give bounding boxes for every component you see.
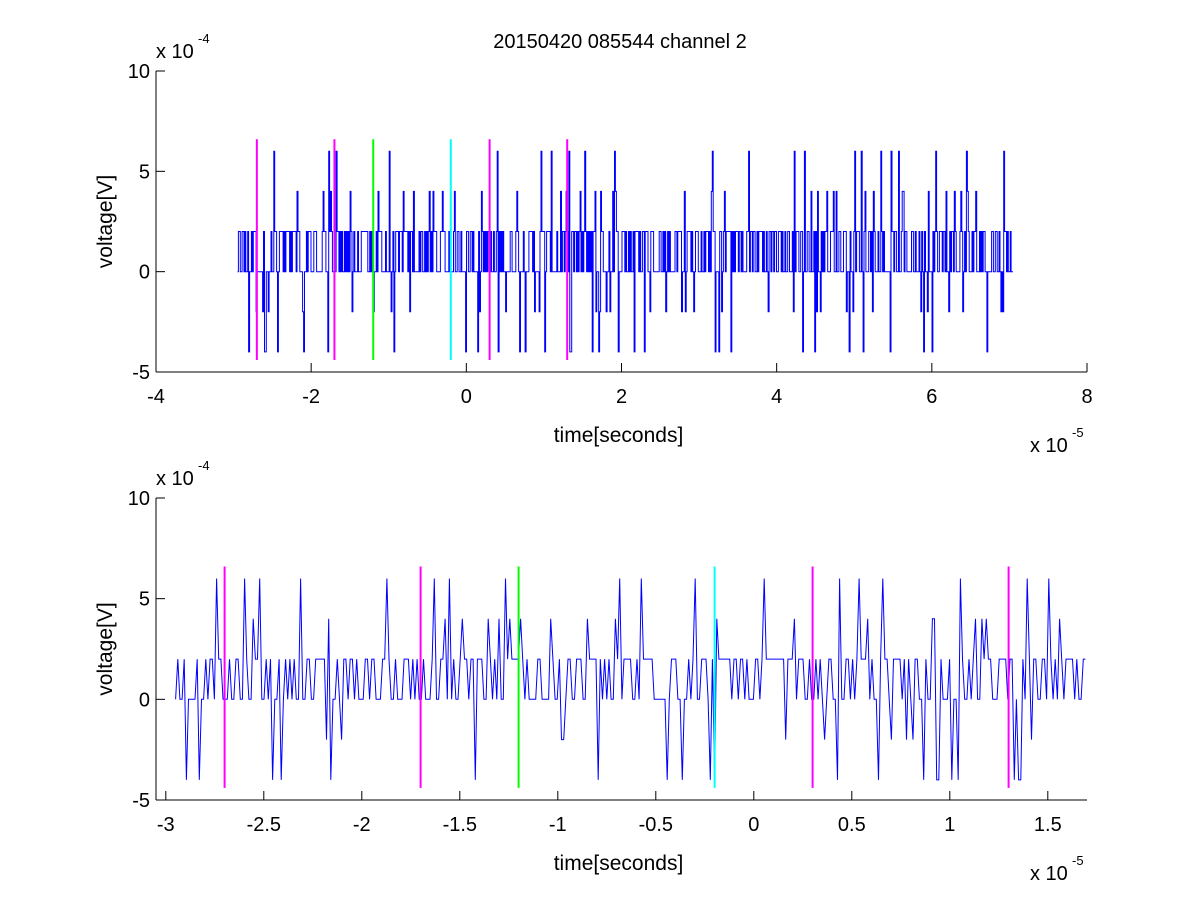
signal-trace	[175, 578, 1086, 781]
x-tick-label: 0	[748, 814, 759, 836]
x-axis-label: time[seconds]	[554, 852, 684, 875]
x-tick-label: -2	[302, 386, 320, 408]
x-tick-label: 6	[926, 386, 937, 408]
x-tick-label: 4	[771, 386, 782, 408]
x-tick-label: 8	[1081, 386, 1092, 408]
y-tick-label: 10	[128, 61, 150, 83]
x-tick-label: 0.5	[838, 814, 866, 836]
top-plot: -4 -2 0 2 4 6 8 -5 0 5 10 time[seconds] voltage[V] x …	[94, 31, 1093, 457]
x-tick-label: -4	[147, 386, 165, 408]
x-tick-label: -1.5	[443, 814, 477, 836]
y-tick-label: -5	[132, 790, 150, 812]
figure-title: 20150420 085544 channel 2	[493, 31, 747, 53]
y-axis-label: voltage[V]	[94, 602, 117, 695]
x-tick-label: -2.5	[247, 814, 281, 836]
y-exponent-power: -4	[198, 458, 210, 473]
y-tick-label: 5	[139, 161, 150, 183]
x-tick-label: 1	[944, 814, 955, 836]
signal-trace	[237, 150, 1013, 353]
y-tick-label: 0	[139, 689, 150, 711]
y-exponent-label: x 10	[156, 41, 194, 63]
x-exponent-power: -5	[1072, 853, 1084, 868]
y-tick-label: -5	[132, 362, 150, 384]
y-exponent-label: x 10	[156, 468, 194, 490]
x-tick-label: -3	[157, 814, 175, 836]
x-tick-label: 0	[461, 386, 472, 408]
x-axis-label: time[seconds]	[554, 424, 684, 447]
x-tick-label: 2	[616, 386, 627, 408]
x-exponent-label: x 10	[1030, 863, 1068, 885]
y-axis-label: voltage[V]	[94, 175, 117, 268]
x-tick-label: -0.5	[639, 814, 673, 836]
x-tick-label: -1	[549, 814, 567, 836]
x-tick-label: -2	[353, 814, 371, 836]
plot-area	[156, 498, 1087, 800]
y-exponent-power: -4	[198, 31, 210, 46]
x-tick-label: 1.5	[1034, 814, 1062, 836]
y-tick-label: 10	[128, 488, 150, 510]
bottom-plot: -3 -2.5 -2 -1.5 -1 -0.5 0 0.5 1 1.5 -5 0 5 10 time[sec…	[94, 458, 1087, 885]
y-tick-label: 0	[139, 262, 150, 284]
x-exponent-power: -5	[1072, 425, 1084, 440]
y-tick-label: 5	[139, 589, 150, 611]
x-exponent-label: x 10	[1030, 435, 1068, 457]
